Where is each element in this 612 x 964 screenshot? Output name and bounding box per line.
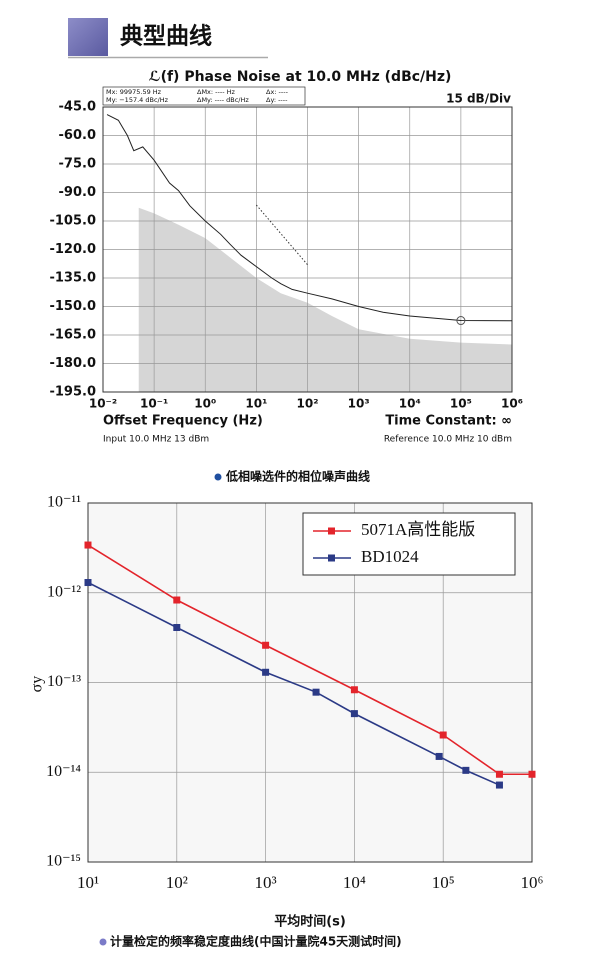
legend-swatch xyxy=(328,527,335,535)
point xyxy=(173,624,181,632)
readout-box xyxy=(102,86,306,106)
caption: 低相噪选件的相位噪声曲线 xyxy=(225,469,370,484)
noise-floor-area xyxy=(138,207,512,392)
header-icon xyxy=(68,18,108,56)
chart-title: ℒ(f) Phase Noise at 10.0 MHz (dBc/Hz) xyxy=(149,69,452,85)
y-axis-label: σy xyxy=(29,676,46,693)
scale-note: 15 dB/Div xyxy=(446,92,511,106)
y-tick-label: 10⁻¹⁵ xyxy=(46,853,81,870)
x-tick-label: 10⁰ xyxy=(194,397,216,411)
legend-label: 5071A高性能版 xyxy=(361,520,475,539)
legend-swatch xyxy=(328,554,335,562)
y-tick-label: -165.0 xyxy=(49,328,96,343)
readout-text: My: −157.4 dBc/Hz xyxy=(106,96,169,104)
x-tick-label: 10⁶ xyxy=(501,397,523,411)
caption-bullet xyxy=(99,938,107,946)
y-tick-label: -90.0 xyxy=(59,185,96,200)
point xyxy=(173,596,181,604)
plot-frame xyxy=(102,106,513,393)
caption-bullet xyxy=(214,473,222,481)
point xyxy=(495,781,503,789)
x-tick-label: 10⁴ xyxy=(399,397,421,411)
y-tick-label: -75.0 xyxy=(59,157,96,172)
point xyxy=(439,731,447,739)
phase-noise-chart: -45.0 -60.0 -75.0 -90.0 -105.0 -120.0 -135.0 -1… xyxy=(49,69,523,484)
readout-text: Mx: 99975.59 Hz xyxy=(106,88,162,96)
reference-note: Reference 10.0 MHz 10 dBm xyxy=(384,435,512,445)
readout-text: ΔMx: ---- Hz xyxy=(197,88,235,96)
y-tick-label: 10⁻¹³ xyxy=(47,673,81,690)
x-tick-label: 10¹ xyxy=(77,873,99,892)
legend-label: BD1024 xyxy=(361,547,419,566)
x-tick-label: 10⁵ xyxy=(432,873,455,892)
allan-chart: 10⁻¹¹ 10⁻¹² 10⁻¹³ 10⁻¹⁴ 10⁻¹⁵ 10¹ 10² 10³ 10⁴ 10⁵… xyxy=(29,494,544,949)
x-tick-label: 10¹ xyxy=(245,397,267,411)
readout-text: Δy: ---- xyxy=(266,96,288,104)
x-tick-label: 10⁶ xyxy=(521,873,544,892)
x-tick-label: 10² xyxy=(166,873,188,892)
marker xyxy=(456,316,466,326)
point xyxy=(350,710,358,718)
readout-text: ΔMy: ---- dBc/Hz xyxy=(197,96,249,104)
plot-frame xyxy=(87,502,533,863)
point xyxy=(495,770,503,778)
point xyxy=(84,541,92,549)
y-tick-label: -195.0 xyxy=(49,385,96,400)
y-tick-label: -105.0 xyxy=(49,214,96,229)
point xyxy=(462,766,470,774)
series-line xyxy=(255,204,308,266)
point xyxy=(350,686,358,694)
input-note: Input 10.0 MHz 13 dBm xyxy=(103,435,209,445)
series-line xyxy=(106,114,513,322)
time-constant: Time Constant: ∞ xyxy=(385,414,512,429)
y-tick-label: 10⁻¹² xyxy=(47,583,81,600)
y-tick-label: 10⁻¹¹ xyxy=(47,494,81,511)
point xyxy=(262,641,270,649)
x-tick-label: 10² xyxy=(297,397,319,411)
caption: 计量检定的频率稳定度曲线(中国计量院45天测试时间) xyxy=(110,934,402,949)
series-line xyxy=(87,581,500,786)
y-tick-label: -45.0 xyxy=(59,100,96,115)
y-tick-label: -60.0 xyxy=(59,128,96,143)
point xyxy=(84,579,92,587)
x-tick-label: 10⁴ xyxy=(343,873,366,892)
header-title: 典型曲线 xyxy=(120,23,212,50)
x-axis-label: Offset Frequency (Hz) xyxy=(103,414,263,429)
point xyxy=(312,688,320,696)
legend-box xyxy=(302,512,516,576)
x-tick-label: 10⁻¹ xyxy=(140,397,168,411)
x-axis-label: 平均时间(s) xyxy=(274,914,346,930)
x-tick-label: 10³ xyxy=(255,873,277,892)
readout-text: Δx: ---- xyxy=(266,88,289,96)
y-tick-label: 10⁻¹⁴ xyxy=(46,763,81,780)
y-tick-label: -180.0 xyxy=(49,356,96,371)
y-tick-label: -135.0 xyxy=(49,271,96,286)
point xyxy=(262,668,270,676)
x-tick-label: 10⁻² xyxy=(89,397,117,411)
y-tick-label: -150.0 xyxy=(49,299,96,314)
point xyxy=(528,770,536,778)
x-tick-label: 10⁵ xyxy=(450,397,472,411)
x-tick-label: 10³ xyxy=(348,397,370,411)
y-tick-label: -120.0 xyxy=(49,242,96,257)
point xyxy=(435,752,443,760)
